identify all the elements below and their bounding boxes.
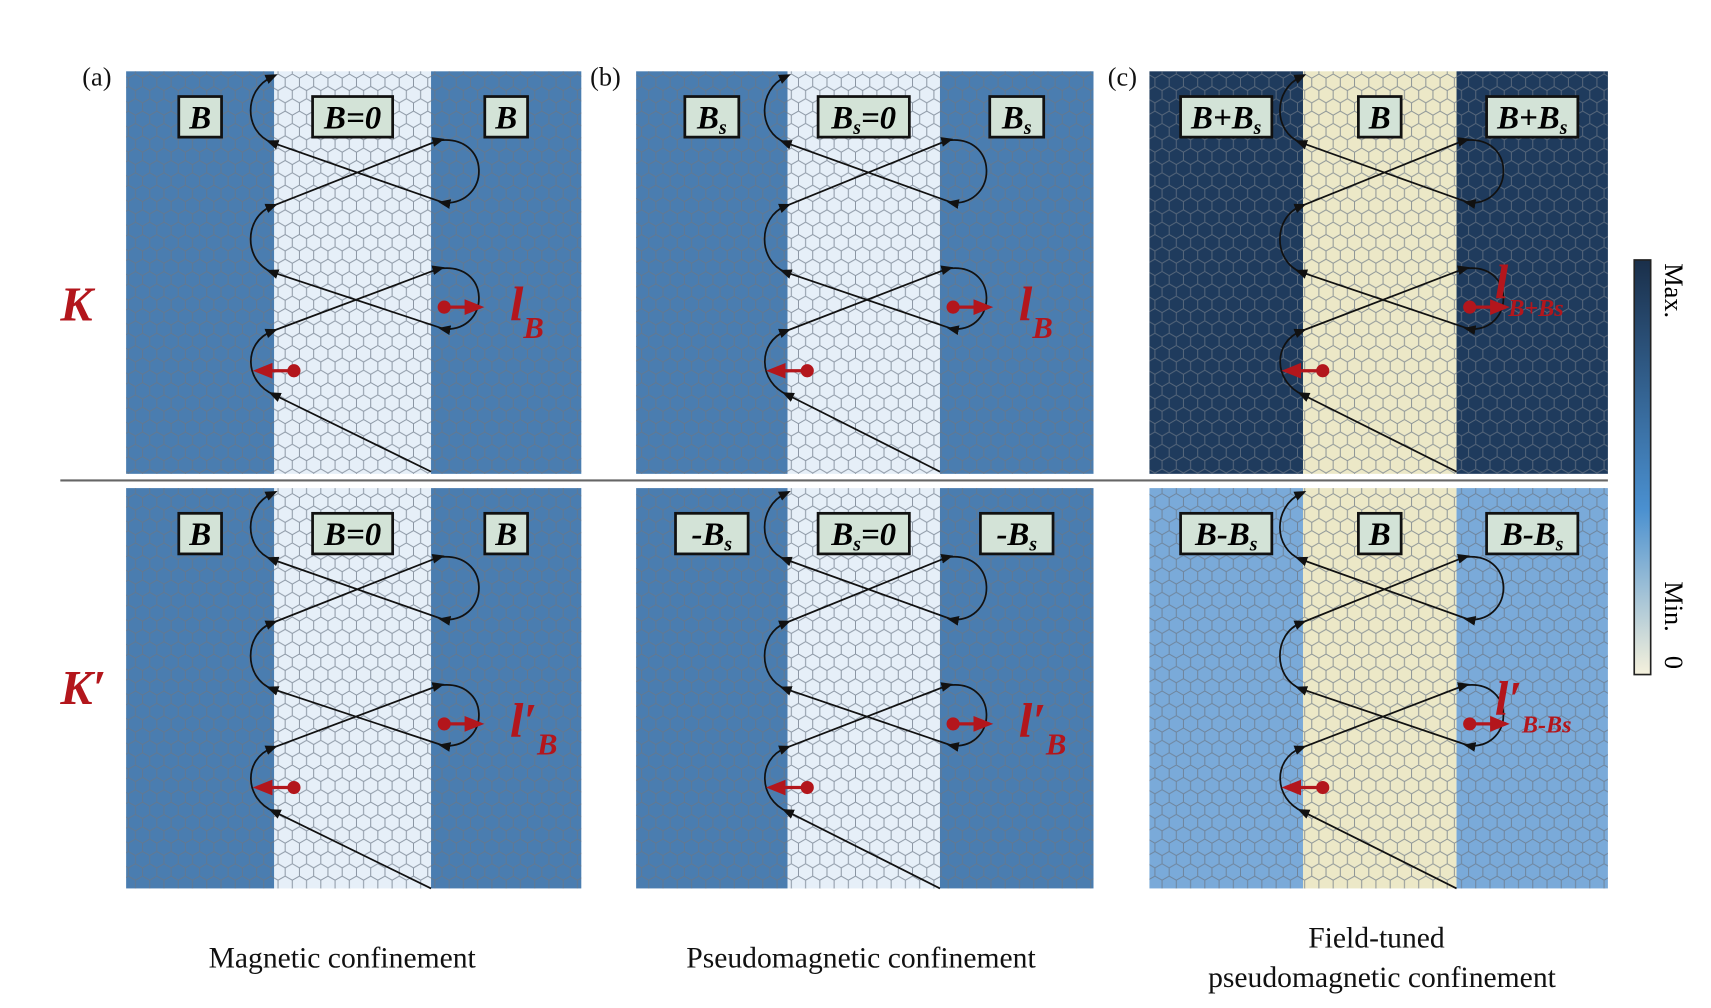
colorbar-max-label: Max.	[1659, 263, 1688, 318]
magnetic-length-label: lB+Bs	[1495, 256, 1564, 322]
electron-trajectory	[1279, 74, 1505, 473]
field-label: B	[1368, 517, 1391, 553]
field-label-box: B	[1357, 95, 1403, 139]
magnetic-length-label: l′B	[1019, 695, 1066, 762]
valley-label-k-prime: K′	[59, 662, 106, 715]
length-symbol: l	[1495, 673, 1509, 726]
panel-caption: Pseudomagnetic confinement	[686, 942, 1036, 974]
field-label: B	[494, 517, 517, 553]
field-label-box: Bs	[683, 95, 741, 139]
length-subscript: B-Bs	[1521, 713, 1572, 739]
length-symbol: l	[510, 278, 524, 331]
field-label: B=0	[323, 517, 381, 553]
field-label: B	[494, 100, 517, 136]
field-label: B-Bs	[1500, 517, 1564, 555]
half-top: lB+BsB+Bs B B+Bs	[1149, 71, 1608, 474]
panel-letter: (a)	[82, 63, 111, 92]
magnetic-length-label: lB	[1019, 278, 1053, 345]
field-label-box: Bs=0	[816, 511, 911, 556]
field-label: Bs=0	[830, 100, 896, 138]
length-symbol: l	[1019, 278, 1033, 331]
colorbar-min-label: Min.	[1659, 581, 1688, 631]
field-label-box: Bs=0	[816, 95, 911, 139]
half-bottom: l′B -Bs Bs=0 -Bs	[636, 488, 1094, 890]
field-label: B-Bs	[1194, 517, 1258, 555]
panel-letter: (b)	[590, 63, 621, 92]
panel-caption: pseudomagnetic confinement	[1208, 962, 1557, 994]
field-label-box: B	[177, 95, 223, 139]
electron-trajectory	[249, 74, 480, 473]
half-top: lB Bs Bs=0 Bs	[636, 71, 1094, 474]
field-label: B+Bs	[1190, 100, 1262, 138]
field-label-box: B	[1357, 511, 1403, 556]
length-subscript: B	[522, 311, 543, 345]
field-label-box: B+Bs	[1485, 95, 1580, 139]
length-symbol: l	[1019, 695, 1033, 748]
magnetic-length-label: l′B-Bs	[1495, 673, 1572, 739]
colorbar: Max. Min. 0	[1633, 259, 1688, 676]
field-label: Bs	[1001, 100, 1032, 138]
magnetic-length-label: l′B	[510, 695, 557, 762]
field-label-box: B+Bs	[1179, 95, 1274, 139]
electron-trajectory	[249, 490, 480, 890]
colorbar-zero-label: 0	[1659, 656, 1688, 669]
half-bottom: l′BB B=0 B	[126, 488, 582, 890]
field-label: B	[188, 100, 211, 136]
field-label: Bs	[696, 100, 727, 138]
length-subscript: B+Bs	[1507, 296, 1563, 322]
field-label: B	[188, 517, 211, 553]
field-label: Bs=0	[830, 517, 896, 555]
half-top: lBB B=0 B	[126, 71, 582, 474]
field-label-box: B	[483, 511, 529, 556]
length-symbol: l	[510, 695, 524, 748]
field-label-box: B-Bs	[1179, 511, 1274, 556]
length-symbol: l	[1495, 256, 1509, 309]
magnetic-length-label: lB	[510, 278, 544, 345]
electron-trajectory	[1279, 490, 1505, 890]
panel-c: (c)lB+BsB+Bs B B+Bsl′B-BsB-Bs B B-BsField-tu…	[1108, 63, 1608, 994]
panel-caption: Magnetic confinement	[209, 942, 477, 974]
field-label-box: B=0	[311, 511, 395, 556]
length-subscript: B	[1031, 311, 1052, 345]
valley-label-k: K	[59, 278, 95, 331]
field-label-box: B	[483, 95, 529, 139]
field-label-box: B=0	[311, 95, 395, 139]
field-label: B=0	[323, 100, 381, 136]
field-label-box: -Bs	[674, 511, 750, 556]
electron-trajectory	[763, 490, 988, 890]
field-label: B	[1368, 100, 1391, 136]
field-label-box: -Bs	[979, 511, 1055, 556]
field-label: -Bs	[692, 517, 733, 555]
colorbar-gradient	[1633, 259, 1652, 676]
panel-letter: (c)	[1108, 63, 1137, 92]
length-prime: ′	[523, 695, 537, 748]
field-label: B+Bs	[1496, 100, 1568, 138]
length-prime: ′	[1032, 695, 1046, 748]
field-label-box: B	[177, 511, 223, 556]
length-subscript: B	[536, 728, 557, 762]
length-subscript: B	[1045, 728, 1066, 762]
field-label-box: B-Bs	[1485, 511, 1580, 556]
length-prime: ′	[1508, 673, 1522, 726]
electron-trajectory	[763, 74, 988, 473]
panel-caption: Field-tuned	[1308, 923, 1445, 955]
half-bottom: l′B-BsB-Bs B B-Bs	[1149, 488, 1608, 890]
field-label-box: Bs	[988, 95, 1046, 139]
field-label: -Bs	[996, 517, 1037, 555]
